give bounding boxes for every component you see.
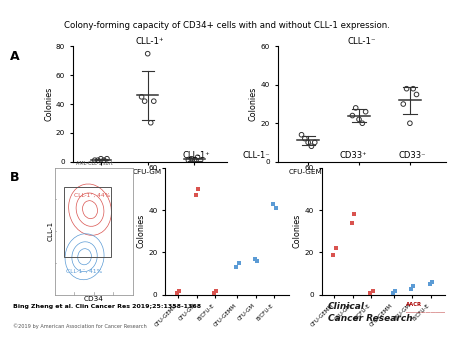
Title: CLL-1⁻: CLL-1⁻ <box>347 37 376 46</box>
Point <box>185 158 192 163</box>
Text: CLL-1⁻: CLL-1⁻ <box>242 151 270 160</box>
Text: A: A <box>10 50 20 63</box>
Point <box>426 282 433 287</box>
X-axis label: CD34: CD34 <box>84 296 104 302</box>
Point <box>400 101 407 107</box>
Point <box>332 245 339 251</box>
Point <box>348 220 356 225</box>
Point <box>138 94 145 100</box>
Text: Clinical
Cancer Research: Clinical Cancer Research <box>328 303 412 322</box>
Point <box>235 260 242 266</box>
Point <box>351 212 358 217</box>
Point <box>403 86 410 91</box>
Point <box>191 158 198 163</box>
Point <box>251 256 258 262</box>
Bar <box>64 187 111 257</box>
Point <box>301 136 308 141</box>
Point <box>359 121 366 126</box>
Point <box>188 156 195 162</box>
Point <box>104 156 111 162</box>
Point <box>367 290 374 295</box>
Text: B: B <box>10 171 20 185</box>
Point <box>389 290 396 295</box>
Text: CD33⁻: CD33⁻ <box>398 151 426 160</box>
Text: CLL-1⁺, 44%: CLL-1⁺, 44% <box>74 193 111 198</box>
Y-axis label: Colonies: Colonies <box>44 87 53 121</box>
Point <box>144 51 151 56</box>
Point <box>362 109 369 115</box>
Point <box>211 290 218 295</box>
Point <box>298 132 305 138</box>
Text: ――――――――: ―――――――― <box>406 311 445 316</box>
Point <box>305 140 312 145</box>
Point <box>308 144 315 149</box>
Point <box>410 284 417 289</box>
Point <box>192 193 199 198</box>
Point <box>391 288 398 293</box>
Point <box>197 158 204 163</box>
Point <box>147 120 154 125</box>
Point <box>150 98 158 104</box>
Text: CLL-1⁺: CLL-1⁺ <box>183 151 211 160</box>
Point <box>272 205 279 211</box>
Text: Colony-forming capacity of CD34+ cells with and without CLL-1 expression.: Colony-forming capacity of CD34+ cells w… <box>64 21 390 30</box>
Point <box>330 252 337 257</box>
Point <box>176 288 183 293</box>
Point <box>413 92 420 97</box>
Point <box>311 140 318 145</box>
Point <box>97 156 104 162</box>
Point <box>408 286 415 291</box>
Point <box>141 98 148 104</box>
Point <box>369 288 376 293</box>
Title: CLL-1⁺: CLL-1⁺ <box>136 37 164 46</box>
Point <box>94 158 101 163</box>
Point <box>352 105 359 111</box>
Y-axis label: CLL-1: CLL-1 <box>47 221 54 241</box>
Text: Bing Zheng et al. Clin Cancer Res 2019;25:1358-1368: Bing Zheng et al. Clin Cancer Res 2019;2… <box>14 304 202 309</box>
Point <box>349 113 356 118</box>
Point <box>406 121 414 126</box>
Point <box>194 154 201 160</box>
Point <box>174 290 181 295</box>
Point <box>100 158 108 163</box>
Text: CD33⁺: CD33⁺ <box>339 151 367 160</box>
Point <box>270 201 277 207</box>
Point <box>91 158 99 163</box>
Text: AML-CLL-1 sort: AML-CLL-1 sort <box>76 161 112 166</box>
Point <box>253 258 261 264</box>
Y-axis label: Colonies: Colonies <box>293 214 302 248</box>
Y-axis label: Colonies: Colonies <box>137 214 146 248</box>
Y-axis label: Colonies: Colonies <box>249 87 258 121</box>
Text: AACR: AACR <box>406 303 423 308</box>
Point <box>356 117 363 122</box>
Text: ©2019 by American Association for Cancer Research: ©2019 by American Association for Cancer… <box>14 324 147 329</box>
Point <box>233 265 240 270</box>
Point <box>213 288 220 293</box>
Point <box>410 86 417 91</box>
Text: CLL-1⁻, 41%: CLL-1⁻, 41% <box>67 269 103 274</box>
Point <box>428 280 436 285</box>
Point <box>194 186 202 192</box>
